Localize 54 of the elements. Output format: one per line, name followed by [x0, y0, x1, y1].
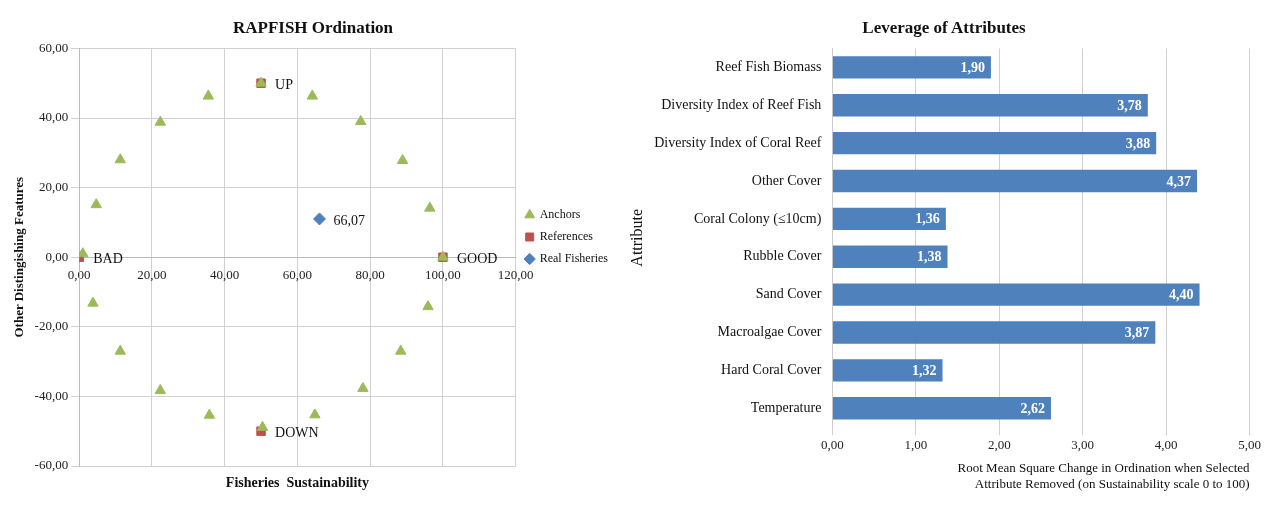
y-tick-label: Sand Cover — [755, 286, 822, 302]
y-tick-label: -40,00 — [34, 387, 69, 403]
chart-title: Leverage of Attributes — [862, 17, 1027, 37]
y-tick-label: Macroalgae Cover — [717, 324, 822, 340]
x-tick-label: 120,00 — [497, 267, 534, 283]
data-label: 3,87 — [1124, 325, 1150, 341]
y-tick-label: Temperature — [750, 399, 822, 415]
x-tick-label: 5,00 — [1238, 437, 1261, 453]
annotation: UP — [275, 76, 294, 92]
x-axis-title: Fisheries Sustainability — [225, 474, 369, 490]
x-tick-label: 0,00 — [821, 437, 844, 453]
legend-label: References — [539, 229, 594, 244]
y-tick-label: -60,00 — [34, 457, 69, 473]
x-tick-label: 40,00 — [210, 267, 240, 283]
y-tick-label: Hard Coral Cover — [721, 362, 822, 378]
x-tick-label: 60,00 — [282, 267, 313, 283]
annotation: 66,07 — [333, 212, 366, 228]
data-label: 3,78 — [1117, 97, 1142, 113]
x-tick-label: 80,00 — [355, 267, 385, 283]
x-tick-label: 1,00 — [904, 437, 928, 453]
x-tick-label: 0,00 — [67, 267, 91, 283]
x-tick-label: 2,00 — [987, 437, 1011, 453]
data-label: 3,88 — [1125, 135, 1151, 151]
annotation: BAD — [93, 250, 123, 266]
annotation: GOOD — [456, 250, 498, 266]
annotation: DOWN — [275, 424, 319, 440]
y-axis-title: Other Distingishing Features — [11, 176, 27, 338]
legend-label: Anchors — [539, 207, 581, 222]
data-label: 1,32 — [912, 362, 937, 378]
y-tick-label: 20,00 — [38, 179, 69, 195]
data-label: 1,90 — [960, 59, 985, 75]
legend-label: Real Fisheries — [539, 251, 609, 266]
y-tick-label: Other Cover — [751, 172, 822, 188]
data-label: 4,37 — [1166, 173, 1192, 189]
y-tick-label: Reef Fish Biomass — [715, 59, 822, 75]
y-tick-label: -20,00 — [34, 318, 69, 334]
y-tick-label: Diversity Index of Reef Fish — [661, 96, 822, 112]
x-axis-title: Root Mean Square Change in Ordination when Selected Attribute Removed (on Sustainability scale 0 to 100) — [957, 460, 1251, 491]
data-label: 1,36 — [915, 211, 940, 227]
x-tick-label: 100,00 — [425, 267, 461, 283]
y-tick-label: Rubble Cover — [743, 248, 822, 264]
y-tick-label: 40,00 — [38, 109, 69, 125]
y-tick-label: Coral Colony (≤10cm) — [693, 210, 822, 227]
data-label: 1,38 — [917, 249, 942, 265]
y-tick-label: 60,00 — [38, 39, 69, 55]
y-axis-title: Attribute — [627, 208, 645, 267]
x-tick-label: 4,00 — [1154, 437, 1178, 453]
chart-title: RAPFISH Ordination — [232, 17, 394, 37]
x-tick-label: 3,00 — [1071, 437, 1095, 453]
data-label: 4,40 — [1169, 287, 1194, 303]
data-label: 2,62 — [1020, 400, 1046, 416]
y-tick-label: Diversity Index of Coral Reef — [654, 134, 822, 150]
x-tick-label: 20,00 — [137, 267, 167, 283]
y-tick-label: 0,00 — [45, 248, 69, 264]
